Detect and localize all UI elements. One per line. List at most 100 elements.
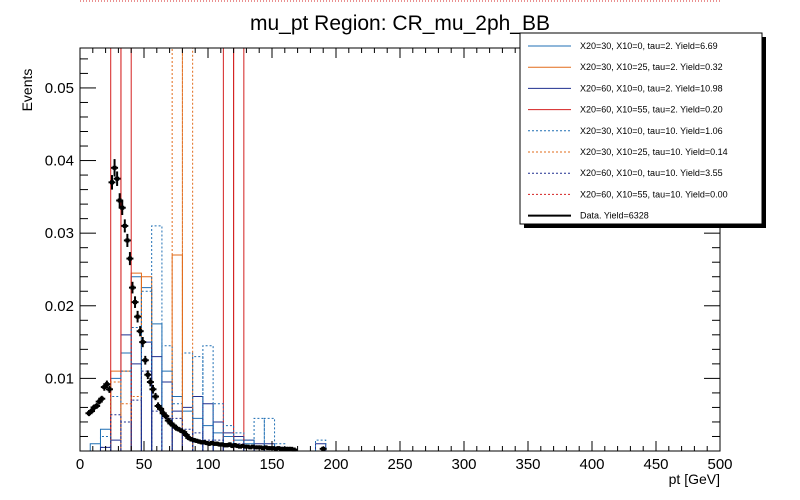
x-tick-label: 100 <box>195 456 220 473</box>
data-point-21 <box>136 326 144 337</box>
data-point-11 <box>111 159 119 177</box>
legend-entry-9: Data. Yield=6328 <box>528 211 649 221</box>
series-2-bin-5 <box>171 254 183 451</box>
series-7-bin-7 <box>161 417 173 451</box>
y-tick-label: 0.03 <box>45 225 74 242</box>
series-5-bin-10 <box>192 356 204 451</box>
legend: X20=30, X10=0, tau=2. Yield=6.69 X20=30, … <box>519 32 766 228</box>
series-5-bin-7 <box>161 345 173 451</box>
series-2-bin-3 <box>130 272 142 451</box>
histogram-series-layer <box>89 47 327 451</box>
chart-title: mu_pt Region: CR_mu_2ph_BB <box>250 12 550 35</box>
series-5-bin-6 <box>151 225 163 451</box>
series-5-bin-1 <box>99 435 112 451</box>
legend-label: X20=30, X10=25, tau=2. Yield=0.32 <box>580 62 723 72</box>
legend-label: Data. Yield=6328 <box>580 211 649 221</box>
series-6-bin-5 <box>181 47 194 451</box>
series-3-bin-3 <box>120 334 132 451</box>
legend-label: X20=60, X10=0, tau=10. Yield=3.55 <box>580 168 723 178</box>
series-5-bin-17 <box>263 417 276 451</box>
series-6-bin-2 <box>120 403 132 451</box>
data-point-6 <box>98 395 106 402</box>
data-point-16 <box>123 233 131 247</box>
x-tick-label: 450 <box>643 456 668 473</box>
x-tick-label: 150 <box>259 456 284 473</box>
series-5-bin-11 <box>202 345 214 451</box>
y-axis-label: Events <box>19 69 35 112</box>
y-tick-label: 0.02 <box>45 298 74 315</box>
data-point-31 <box>162 413 170 420</box>
data-point-4 <box>93 403 101 409</box>
data-point-25 <box>146 377 154 387</box>
legend-entries: X20=30, X10=0, tau=2. Yield=6.69 X20=30, … <box>528 41 728 221</box>
series-1-bin-6 <box>140 287 153 451</box>
legend-entry-3: X20=60, X10=0, tau=2. Yield=10.98 <box>528 83 723 93</box>
legend-entry-7: X20=60, X10=0, tau=10. Yield=3.55 <box>528 168 723 178</box>
series-7-bin-8 <box>171 417 183 451</box>
series-5-bin-19 <box>315 439 327 451</box>
data-point-15 <box>121 219 129 233</box>
data-point-29 <box>157 405 165 413</box>
data-point-17 <box>126 252 134 266</box>
data-point-24 <box>144 370 152 380</box>
legend-label: X20=60, X10=0, tau=2. Yield=10.98 <box>580 83 723 93</box>
legend-box <box>519 32 763 225</box>
legend-entry-8: X20=60, X10=55, tau=10. Yield=0.00 <box>528 189 728 199</box>
x-tick-label: 350 <box>515 456 540 473</box>
legend-entry-5: X20=30, X10=0, tau=10. Yield=1.06 <box>528 126 723 136</box>
series-4-bin-4 <box>233 47 245 451</box>
series-5-bin-3 <box>120 370 132 451</box>
x-tick-label: 50 <box>136 456 153 473</box>
series-7-bin-4 <box>130 399 142 451</box>
axis-ticks-layer: 0 50 100 150 200 250 300 350 400 450 500 0.01 0.02 0.… <box>45 48 733 473</box>
data-point-8 <box>103 380 111 388</box>
data-point-22 <box>139 336 147 348</box>
legend-entry-4: X20=60, X10=55, tau=2. Yield=0.20 <box>528 105 723 115</box>
x-tick-label: 250 <box>387 456 412 473</box>
legend-label: X20=60, X10=55, tau=10. Yield=0.00 <box>580 189 728 199</box>
x-tick-label: 200 <box>323 456 348 473</box>
series-3-bin-2 <box>110 439 122 451</box>
series-1-bin-11 <box>192 417 204 451</box>
series-4-bin-1 <box>110 47 122 451</box>
series-6-bin-4 <box>171 47 183 451</box>
data-point-23 <box>141 355 149 365</box>
series-3-bin-6 <box>151 356 163 451</box>
data-point-18 <box>128 281 136 294</box>
series-4-bars <box>110 47 245 451</box>
series-7-bin-6 <box>151 410 163 451</box>
series-5-bin-12 <box>212 403 224 451</box>
series-7-bin-5 <box>140 370 153 451</box>
series-4-bin-3 <box>222 47 235 451</box>
series-5-bin-16 <box>253 417 265 451</box>
data-points-layer <box>85 159 327 452</box>
data-point-26 <box>149 384 157 394</box>
x-tick-label: 300 <box>451 456 476 473</box>
y-tick-label: 0.05 <box>45 80 74 97</box>
legend-entry-6: X20=30, X10=25, tau=10. Yield=0.14 <box>528 147 728 157</box>
series-6-bin-3 <box>130 396 142 451</box>
x-tick-label: 0 <box>76 456 84 473</box>
series-2-bin-4 <box>140 276 153 451</box>
series-7-bin-2 <box>110 414 122 451</box>
data-point-10 <box>108 175 116 190</box>
series-5-bars <box>99 225 327 451</box>
data-point-27 <box>152 392 160 401</box>
data-point-19 <box>131 296 139 308</box>
series-3-bin-9 <box>181 406 194 451</box>
legend-label: X20=60, X10=55, tau=2. Yield=0.20 <box>580 105 723 115</box>
series-1-bin-4 <box>120 352 132 451</box>
series-3-bin-4 <box>130 363 142 451</box>
x-tick-label: 500 <box>707 456 732 473</box>
legend-label: X20=30, X10=0, tau=2. Yield=6.69 <box>580 41 718 51</box>
data-point-2 <box>88 408 96 414</box>
data-point-20 <box>134 310 142 323</box>
series-6-bin-1 <box>110 381 122 451</box>
legend-label: X20=30, X10=0, tau=10. Yield=1.06 <box>580 126 723 136</box>
series-2-bin-1 <box>110 370 122 451</box>
data-point-39 <box>182 432 190 438</box>
series-4-bin-2 <box>120 47 132 451</box>
series-5-bin-4 <box>130 327 142 451</box>
series-3-bin-13 <box>222 432 235 451</box>
